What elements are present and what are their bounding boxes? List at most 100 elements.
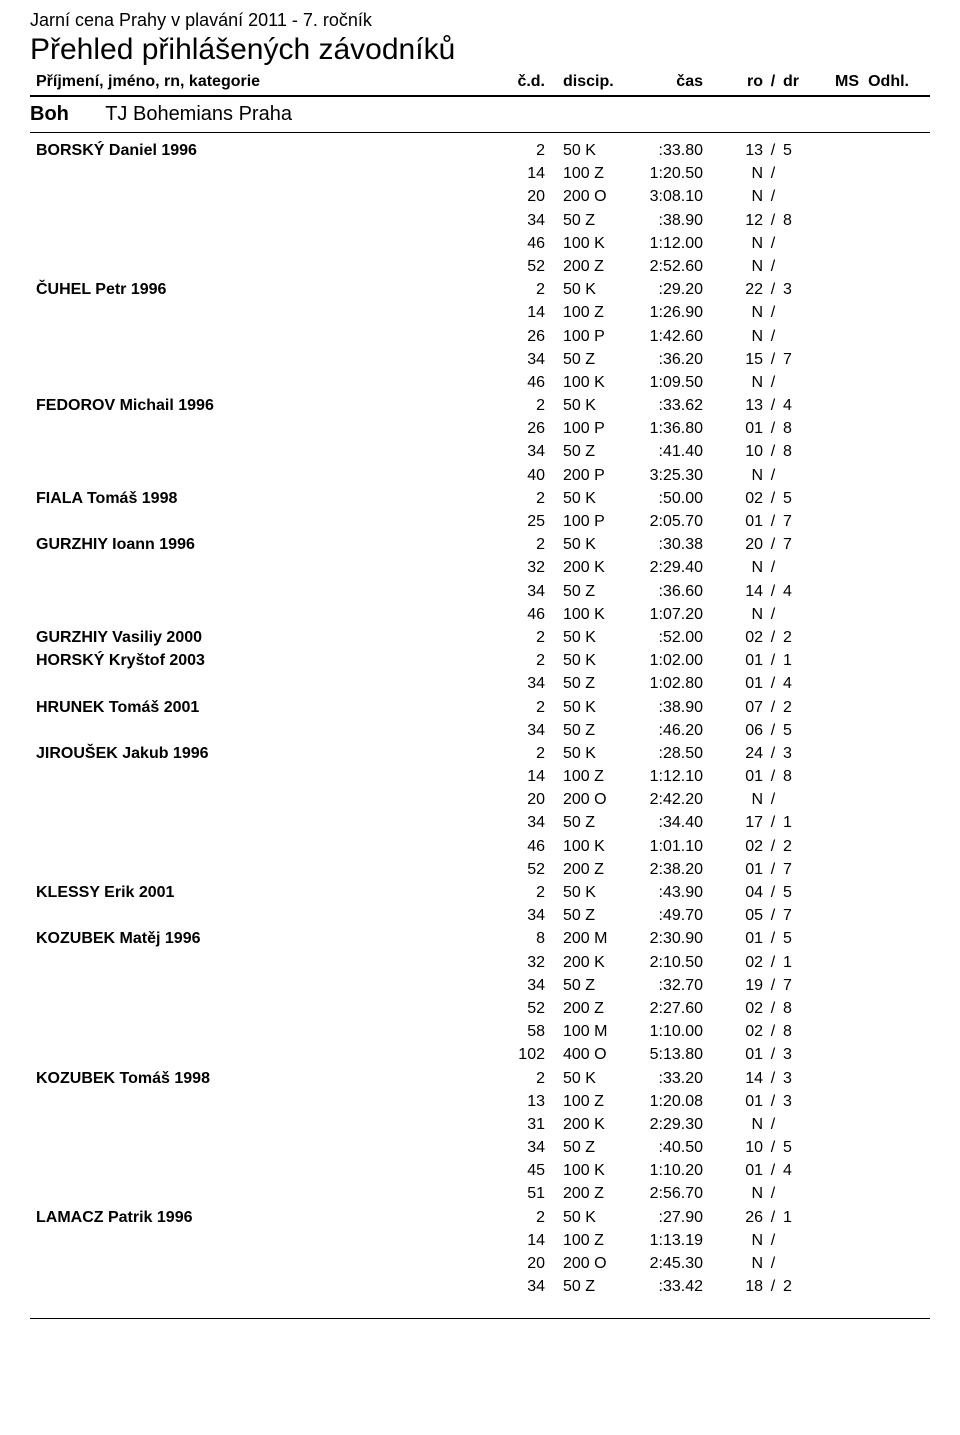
entry-disc: 100 P (563, 325, 641, 348)
entry-cd: 34 (515, 672, 563, 695)
entry-ro: 01 (723, 927, 763, 950)
entry-cd: 8 (515, 927, 563, 950)
entry-time: 2:38.20 (641, 858, 723, 881)
entry-row: GURZHIY Vasiliy 2000250 K:52.0002/2 (30, 626, 930, 649)
entry-time: 1:20.08 (641, 1090, 723, 1113)
entry-time: 1:07.20 (641, 603, 723, 626)
entry-dr (783, 1113, 817, 1136)
athlete-name: BORSKÝ Daniel 1996 (30, 139, 515, 162)
entry-ro: 01 (723, 672, 763, 695)
entry-slash: / (763, 232, 783, 255)
entry-ro: N (723, 162, 763, 185)
entry-disc: 100 K (563, 835, 641, 858)
entry-slash: / (763, 487, 783, 510)
club-divider (30, 132, 930, 133)
entry-slash: / (763, 1136, 783, 1159)
entry-time: 2:27.60 (641, 997, 723, 1020)
entry-row: 31200 K2:29.30N/ (30, 1113, 930, 1136)
entry-ro: N (723, 325, 763, 348)
entry-ro: 22 (723, 278, 763, 301)
competition-title: Jarní cena Prahy v plavání 2011 - 7. roč… (30, 10, 930, 31)
entry-cd: 13 (515, 1090, 563, 1113)
col-header-cd: č.d. (515, 73, 563, 91)
entry-disc: 200 Z (563, 255, 641, 278)
entry-slash: / (763, 765, 783, 788)
entry-disc: 100 M (563, 1020, 641, 1043)
entry-time: 1:12.10 (641, 765, 723, 788)
entry-cd: 20 (515, 788, 563, 811)
entry-dr: 8 (783, 440, 817, 463)
entry-disc: 50 K (563, 742, 641, 765)
entry-disc: 50 K (563, 139, 641, 162)
entry-cd: 34 (515, 209, 563, 232)
entry-disc: 50 K (563, 394, 641, 417)
entry-cd: 14 (515, 301, 563, 324)
entry-row: 20200 O2:42.20N/ (30, 788, 930, 811)
entry-disc: 50 Z (563, 974, 641, 997)
athlete-name (30, 417, 515, 440)
athlete-name (30, 185, 515, 208)
athlete-name (30, 1136, 515, 1159)
entry-time: 1:42.60 (641, 325, 723, 348)
entry-slash: / (763, 835, 783, 858)
entry-ro: 01 (723, 1159, 763, 1182)
athlete-name (30, 951, 515, 974)
athlete-name (30, 719, 515, 742)
entry-ro: N (723, 1252, 763, 1275)
entry-row: 3450 Z:46.2006/5 (30, 719, 930, 742)
entry-slash: / (763, 185, 783, 208)
entry-disc: 100 P (563, 510, 641, 533)
entry-cd: 2 (515, 533, 563, 556)
athlete-name (30, 1113, 515, 1136)
entry-time: :38.90 (641, 209, 723, 232)
entry-dr: 8 (783, 765, 817, 788)
entry-time: 2:30.90 (641, 927, 723, 950)
athlete-name (30, 556, 515, 579)
athlete-name (30, 672, 515, 695)
entry-time: :46.20 (641, 719, 723, 742)
entry-row: 26100 P1:42.60N/ (30, 325, 930, 348)
entry-dr: 3 (783, 1067, 817, 1090)
col-header-disc: discip. (563, 73, 641, 91)
entry-disc: 200 O (563, 185, 641, 208)
entry-cd: 102 (515, 1043, 563, 1066)
entry-time: 2:42.20 (641, 788, 723, 811)
entry-disc: 50 Z (563, 580, 641, 603)
entry-cd: 2 (515, 742, 563, 765)
entry-slash: / (763, 951, 783, 974)
entry-disc: 50 Z (563, 440, 641, 463)
athlete-name (30, 974, 515, 997)
entry-slash: / (763, 1252, 783, 1275)
entry-dr (783, 232, 817, 255)
entry-dr: 5 (783, 881, 817, 904)
entry-ro: 02 (723, 835, 763, 858)
athlete-name: KOZUBEK Matěj 1996 (30, 927, 515, 950)
entry-time: 5:13.80 (641, 1043, 723, 1066)
entry-ro: 15 (723, 348, 763, 371)
entry-ro: N (723, 232, 763, 255)
entry-cd: 2 (515, 626, 563, 649)
entry-slash: / (763, 162, 783, 185)
entry-dr: 7 (783, 904, 817, 927)
athlete-name (30, 997, 515, 1020)
entry-disc: 100 P (563, 417, 641, 440)
entry-cd: 32 (515, 951, 563, 974)
entry-ro: N (723, 603, 763, 626)
entry-disc: 50 K (563, 1206, 641, 1229)
entry-slash: / (763, 649, 783, 672)
entry-cd: 51 (515, 1182, 563, 1205)
entry-disc: 50 Z (563, 811, 641, 834)
entry-dr: 1 (783, 951, 817, 974)
entry-time: :33.42 (641, 1275, 723, 1298)
athlete-name: GURZHIY Ioann 1996 (30, 533, 515, 556)
entry-ro: N (723, 556, 763, 579)
entry-slash: / (763, 742, 783, 765)
entry-disc: 50 K (563, 533, 641, 556)
entry-slash: / (763, 1067, 783, 1090)
entry-dr: 2 (783, 835, 817, 858)
entry-row: 32200 K2:10.5002/1 (30, 951, 930, 974)
entry-dr (783, 185, 817, 208)
entry-disc: 200 O (563, 1252, 641, 1275)
col-header-cas: čas (641, 73, 723, 91)
entry-row: FIALA Tomáš 1998250 K:50.0002/5 (30, 487, 930, 510)
